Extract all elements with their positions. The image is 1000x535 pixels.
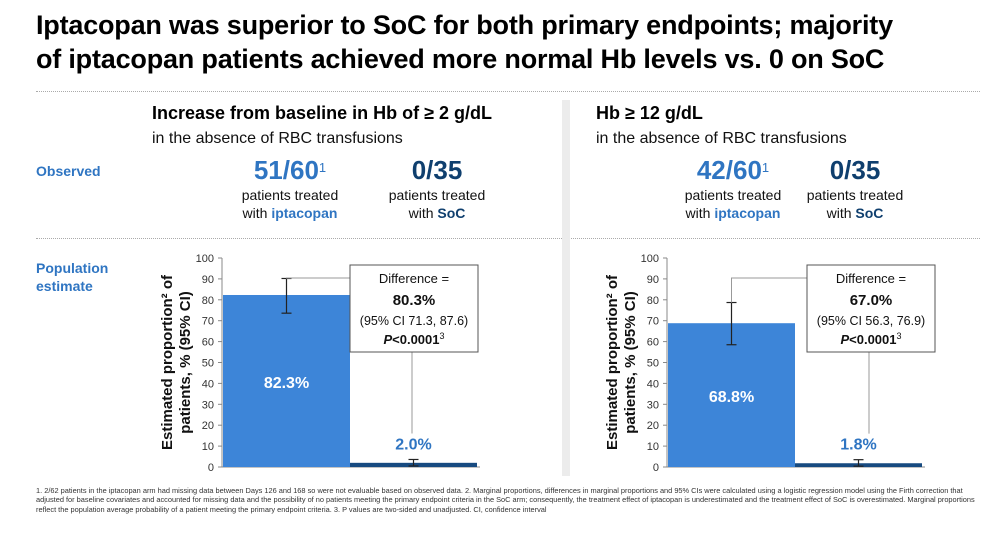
- population-estimate-label: Population estimate: [36, 259, 108, 295]
- right-y-tick-label: 60: [647, 337, 659, 349]
- left-y-tick-label: 40: [202, 378, 214, 390]
- left-soc-caption-1: patients treated: [388, 187, 486, 203]
- right-soc-drug-name: SoC: [855, 205, 884, 221]
- left-panel-subtitle: in the absence of RBC transfusions: [152, 130, 403, 147]
- right-iptacopan-count-footnote: 1: [761, 160, 770, 175]
- left-pvalue-letter: P: [383, 332, 392, 347]
- left-y-axis-label: Estimated proportion² ofpatients, % (95%…: [159, 274, 194, 450]
- left-y-tick-label: 0: [208, 462, 214, 474]
- left-difference-value: 80.3%: [393, 292, 436, 309]
- right-iptacopan-drug-name: iptacopan: [714, 205, 781, 221]
- right-iptacopan-caption-1: patients treated: [684, 187, 782, 203]
- left-y-tick-label: 20: [202, 420, 214, 432]
- right-iptacopan-count-value: 42/60: [696, 155, 762, 185]
- right-panel-subtitle: in the absence of RBC transfusions: [596, 130, 847, 147]
- left-bar-label-SoC: 2.0%: [395, 436, 431, 453]
- title-line-2: of iptacopan patients achieved more norm…: [36, 44, 885, 74]
- left-y-tick-label: 50: [202, 358, 214, 370]
- left-pvalue-footnote: 3: [440, 331, 445, 341]
- left-iptacopan-count-footnote: 1: [318, 160, 327, 175]
- right-soc-count: 0/35: [829, 155, 881, 185]
- right-y-axis-label-line-1: Estimated proportion² of: [604, 274, 621, 450]
- left-y-tick-label: 30: [202, 399, 214, 411]
- right-bracket-iptacopan: [731, 277, 807, 303]
- population-label-line-1: Population: [36, 260, 109, 276]
- left-y-axis-label-line-1: Estimated proportion² of: [159, 274, 176, 450]
- left-iptacopan-caption-2: with iptacopan: [215, 204, 365, 222]
- left-y-axis-label-line-2: patients, % (95% CI): [177, 291, 194, 434]
- left-soc-observed: 0/35 patients treated with SoC: [362, 154, 512, 222]
- right-soc-caption-2: with SoC: [780, 204, 930, 222]
- right-y-tick-label: 10: [647, 441, 659, 453]
- left-y-tick-label: 70: [202, 316, 214, 328]
- left-soc-caption-prefix: with: [408, 205, 438, 221]
- left-iptacopan-count-value: 51/60: [253, 155, 319, 185]
- right-soc-caption-prefix: with: [826, 205, 856, 221]
- population-label-line-2: estimate: [36, 278, 93, 294]
- right-y-axis-label-line-2: patients, % (95% CI): [622, 291, 639, 434]
- left-y-tick-label: 10: [202, 441, 214, 453]
- right-y-tick-label: 50: [647, 358, 659, 370]
- right-soc-caption-1: patients treated: [806, 187, 904, 203]
- left-difference-box: [349, 264, 479, 353]
- right-difference-heading: Difference =: [836, 271, 906, 286]
- left-soc-drug-name: SoC: [437, 205, 466, 221]
- right-difference-value: 67.0%: [850, 292, 893, 309]
- right-iptacopan-caption-prefix: with: [685, 205, 715, 221]
- left-bar-iptacopan: [223, 294, 350, 467]
- title-divider: [36, 91, 980, 92]
- left-y-tick-label: 100: [196, 253, 214, 265]
- right-y-tick-label: 40: [647, 378, 659, 390]
- left-y-tick-label: 90: [202, 274, 214, 286]
- right-difference-pvalue: P<0.00013: [840, 331, 901, 347]
- left-iptacopan-count: 51/601: [215, 154, 365, 186]
- right-bar-chart: Estimated proportion² ofpatients, % (95%…: [604, 253, 936, 474]
- left-iptacopan-caption-1: patients treated: [241, 187, 339, 203]
- right-y-tick-label: 0: [653, 462, 659, 474]
- right-iptacopan-caption-2: with iptacopan: [658, 204, 808, 222]
- left-iptacopan-drug-name: iptacopan: [271, 205, 338, 221]
- left-iptacopan-caption-prefix: with: [242, 205, 272, 221]
- left-difference-ci: (95% CI 71.3, 87.6): [360, 314, 468, 328]
- right-y-tick-label: 70: [647, 316, 659, 328]
- observed-label: Observed: [36, 163, 101, 179]
- right-iptacopan-count: 42/601: [658, 154, 808, 186]
- right-bar-label-SoC: 1.8%: [840, 437, 876, 454]
- row-divider: [36, 238, 980, 239]
- right-y-tick-label: 20: [647, 420, 659, 432]
- right-pvalue-letter: P: [840, 332, 849, 347]
- right-panel-title: Hb ≥ 12 g/dL: [596, 103, 703, 123]
- right-y-tick-label: 100: [641, 253, 659, 265]
- slide-title: Iptacopan was superior to SoC for both p…: [36, 8, 976, 76]
- left-pvalue-number: <0.0001: [392, 332, 439, 347]
- right-soc-observed: 0/35 patients treated with SoC: [780, 154, 930, 222]
- right-bar-iptacopan: [668, 323, 795, 467]
- right-bar-label-iptacopan: 68.8%: [709, 389, 754, 406]
- panel-separator: [562, 100, 570, 476]
- right-y-tick-label: 80: [647, 295, 659, 307]
- left-iptacopan-observed: 51/601 patients treated with iptacopan: [215, 154, 365, 222]
- right-y-tick-label: 30: [647, 399, 659, 411]
- right-difference-box: [806, 264, 936, 353]
- left-soc-caption-2: with SoC: [362, 204, 512, 222]
- right-difference-ci: (95% CI 56.3, 76.9): [817, 314, 925, 328]
- left-difference-pvalue: P<0.00013: [383, 331, 444, 347]
- left-y-tick-label: 80: [202, 295, 214, 307]
- left-panel-title: Increase from baseline in Hb of ≥ 2 g/dL: [152, 103, 492, 123]
- left-soc-count: 0/35: [411, 155, 463, 185]
- right-y-axis-label: Estimated proportion² ofpatients, % (95%…: [604, 274, 639, 450]
- left-difference-heading: Difference =: [379, 271, 449, 286]
- footnote: 1. 2/62 patients in the iptacopan arm ha…: [36, 486, 975, 514]
- left-y-tick-label: 60: [202, 337, 214, 349]
- left-bar-chart: Estimated proportion² ofpatients, % (95%…: [159, 253, 480, 474]
- right-y-tick-label: 90: [647, 274, 659, 286]
- right-pvalue-number: <0.0001: [849, 332, 896, 347]
- right-iptacopan-observed: 42/601 patients treated with iptacopan: [658, 154, 808, 222]
- right-pvalue-footnote: 3: [897, 331, 902, 341]
- left-bar-label-iptacopan: 82.3%: [264, 375, 309, 392]
- title-line-1: Iptacopan was superior to SoC for both p…: [36, 10, 893, 40]
